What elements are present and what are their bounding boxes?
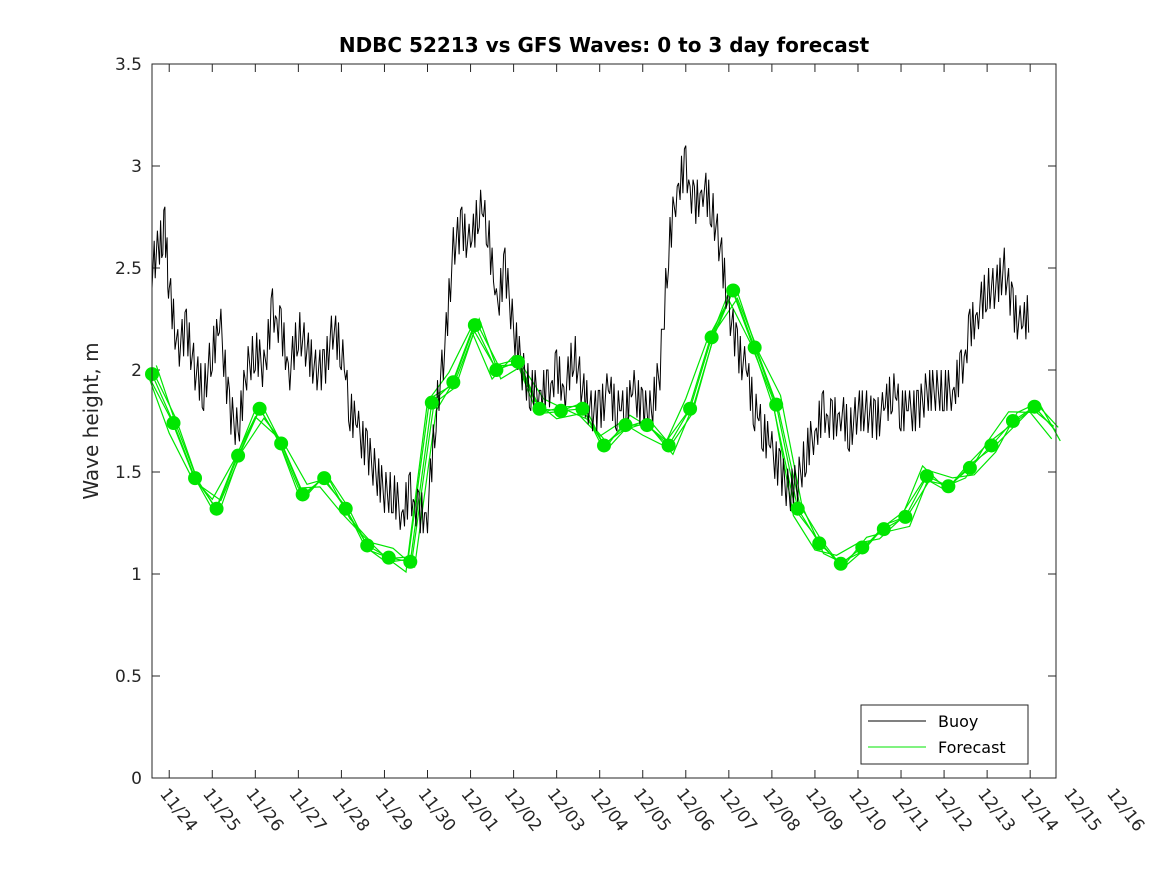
forecast-point [381,550,396,565]
forecast-point [317,471,332,486]
forecast-point [855,540,870,555]
forecast-point [833,556,848,571]
y-tick-label: 0.5 [115,667,142,687]
forecast-point [1005,414,1020,428]
forecast-point [295,487,310,502]
forecast-point [984,438,999,453]
forecast-point [188,471,203,486]
forecast-point [661,438,676,453]
forecast-point [790,501,805,516]
forecast-point [769,397,784,412]
y-tick-label: 2.5 [115,259,142,279]
y-tick-label: 0 [131,769,142,789]
forecast-point [575,401,590,416]
forecast-point [510,354,525,369]
forecast-point [898,509,913,524]
legend-buoy-label: Buoy [938,712,978,731]
forecast-point [446,375,461,390]
y-tick-labels: 0 0.5 1 1.5 2 2.5 3 3.5 [115,55,142,789]
y-tick-label: 1.5 [115,463,142,483]
forecast-point [489,363,504,377]
y-tick-label: 3.5 [115,55,142,75]
forecast-point [1027,399,1042,414]
forecast-point [876,522,891,537]
axis-ticks [152,63,1056,779]
forecast-point [467,318,482,333]
forecast-point [726,283,741,298]
chart-title: NDBC 52213 vs GFS Waves: 0 to 3 day fore… [339,33,870,57]
forecast-point [231,448,246,463]
forecast-point [424,395,439,410]
forecast-point [166,416,181,431]
y-tick-label: 2 [131,361,142,381]
forecast-point [360,538,375,553]
forecast-point [597,438,611,453]
legend-box [860,704,1029,765]
legend: Buoy Forecast [860,704,1029,765]
forecast-point [532,401,547,416]
legend-forecast-label: Forecast [938,738,1006,757]
forecast-point [747,340,762,355]
forecast-point [962,460,977,475]
series-layer [145,145,1061,574]
forecast-point [812,536,827,551]
forecast-point [252,401,267,416]
y-tick-label: 1 [131,565,142,585]
forecast-point [338,501,353,516]
forecast-point [919,469,934,484]
plot-frame [151,63,1057,779]
y-axis-label: Wave height, m [79,342,103,499]
forecast-point [403,554,418,569]
forecast-point [274,436,289,451]
forecast-point [704,330,719,345]
forecast-point [553,403,568,418]
forecast-point [683,401,698,416]
y-tick-label: 3 [131,157,142,177]
forecast-point [941,479,956,494]
buoy-line [151,145,1030,534]
forecast-point [209,501,224,516]
forecast-point [618,418,633,433]
forecast-point [640,418,655,433]
